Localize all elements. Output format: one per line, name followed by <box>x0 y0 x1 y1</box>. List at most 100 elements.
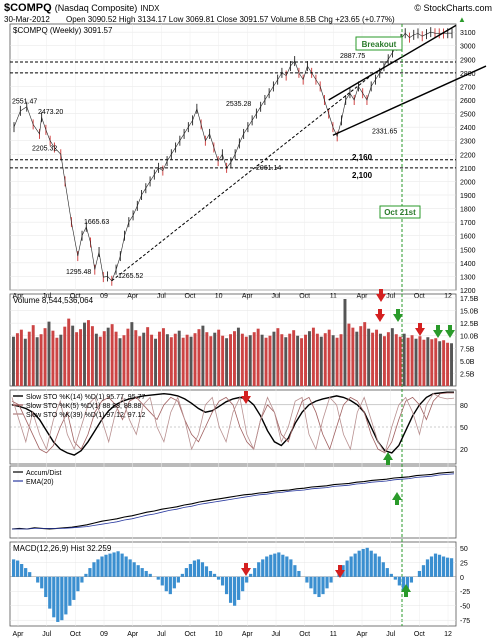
sell-arrow-icon <box>375 314 385 322</box>
macd-bar <box>40 576 44 589</box>
macd-bar <box>385 568 389 577</box>
breakout-label: Breakout <box>362 40 397 49</box>
sell-arrow-icon <box>376 294 386 302</box>
sell-arrow-icon <box>393 314 403 322</box>
macd-bar <box>124 556 128 577</box>
accum-dist-panel <box>9 465 457 539</box>
price-x-tick: Apr <box>357 293 369 300</box>
volume-bar <box>307 331 311 386</box>
volume-bar <box>327 329 331 386</box>
volume-bar <box>343 299 347 386</box>
sto-legend: Slow STO %K(5) %D(1) 88.88, 88.88 <box>26 403 142 410</box>
macd-bar <box>116 551 120 577</box>
volume-y-tick: 2.5B <box>460 371 475 378</box>
volume-bar <box>130 322 134 386</box>
volume-bar <box>51 330 55 386</box>
bottom-x-tick: 12 <box>444 631 452 638</box>
macd-bar <box>64 576 68 615</box>
ad-series-line <box>11 471 455 530</box>
sto-y-tick: 80 <box>460 403 468 410</box>
trend-line <box>111 75 372 282</box>
macd-y-tick: 25 <box>460 560 468 567</box>
volume-bar <box>83 322 86 386</box>
oct21-label: Oct 21st <box>384 208 416 217</box>
bottom-x-tick: Apr <box>13 631 25 638</box>
volume-bar <box>248 335 252 386</box>
price-x-tick: Jul <box>386 293 395 300</box>
volume-bar <box>213 332 217 386</box>
volume-bar <box>161 328 165 386</box>
price-x-tick: Apr <box>13 293 25 300</box>
price-annotation: 2887.75 <box>340 53 365 60</box>
volume-bar <box>79 329 83 386</box>
macd-bar <box>277 552 281 577</box>
volume-bar <box>158 331 161 386</box>
volume-bar <box>438 341 442 386</box>
volume-bar <box>39 334 43 386</box>
volume-bar <box>94 333 98 386</box>
macd-bar <box>160 576 164 586</box>
volume-bar <box>233 331 236 386</box>
macd-bar <box>329 576 333 583</box>
volume-bar <box>450 343 453 386</box>
volume-bar <box>422 339 426 386</box>
oct21-box <box>379 205 421 219</box>
volume-bar <box>15 333 19 386</box>
price-y-tick: 2500 <box>460 112 476 119</box>
price-y-tick: 1700 <box>460 220 476 227</box>
volume-bar <box>102 331 106 386</box>
price-x-tick: 10 <box>215 293 223 300</box>
volume-bar <box>236 327 240 386</box>
volume-bar <box>146 327 150 386</box>
price-x-tick: Apr <box>127 293 139 300</box>
volume-bar <box>347 323 351 386</box>
volume-bar <box>43 328 47 386</box>
sell-arrow-icon <box>241 396 251 404</box>
macd-bar <box>261 559 265 577</box>
macd-bar <box>128 559 132 577</box>
macd-bar <box>112 552 116 577</box>
bottom-x-tick: 11 <box>330 631 337 638</box>
price-annotation: 2551.47 <box>12 99 37 106</box>
macd-bar <box>393 576 397 580</box>
volume-bar <box>371 332 375 386</box>
volume-bar <box>418 336 422 386</box>
macd-y-tick: -25 <box>460 589 470 596</box>
volume-bar <box>442 340 446 386</box>
buy-arrow-icon <box>392 492 402 500</box>
volume-y-tick: 17.5B <box>460 296 479 303</box>
volume-bar <box>355 331 359 386</box>
price-x-tick: Oct <box>70 293 81 300</box>
sell-arrow-icon <box>338 565 342 570</box>
volume-bar <box>410 335 414 386</box>
macd-bar <box>144 570 148 577</box>
bottom-x-tick: Oct <box>70 631 81 638</box>
macd-bar <box>445 557 450 577</box>
bottom-x-tick: Jul <box>386 631 395 638</box>
macd-bar <box>136 565 140 577</box>
up-arrow-icon: ▲ <box>458 15 466 24</box>
volume-bar <box>315 333 319 386</box>
bottom-x-tick: Apr <box>127 631 139 638</box>
volume-bar <box>229 334 232 386</box>
macd-bar <box>200 562 205 577</box>
buy-arrow-icon <box>401 584 411 592</box>
volume-bar <box>225 338 229 386</box>
copyright: © StockCharts.com <box>414 3 492 13</box>
price-y-tick: 2000 <box>460 179 476 186</box>
macd-bar <box>168 576 172 595</box>
price-annotation: 2473.20 <box>38 109 63 116</box>
macd-bar <box>228 576 233 603</box>
macd-bar <box>441 556 446 577</box>
sell-arrow-icon <box>379 289 383 294</box>
macd-bar <box>184 568 188 577</box>
buy-arrow-icon <box>386 460 390 465</box>
volume-bar <box>86 320 90 386</box>
macd-bar <box>220 576 225 586</box>
price-y-tick: 3100 <box>460 30 476 37</box>
sell-arrow-icon <box>418 323 422 328</box>
volume-bar <box>414 338 418 386</box>
macd-bar <box>24 568 28 577</box>
volume-bar <box>434 338 438 386</box>
